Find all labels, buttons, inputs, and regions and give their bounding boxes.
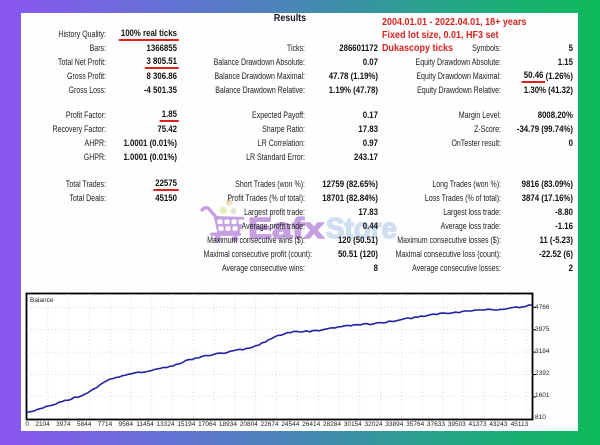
svg-text:Balance: Balance xyxy=(30,297,54,304)
svg-text:Store: Store xyxy=(326,213,397,245)
svg-text:Eafx: Eafx xyxy=(248,213,324,245)
